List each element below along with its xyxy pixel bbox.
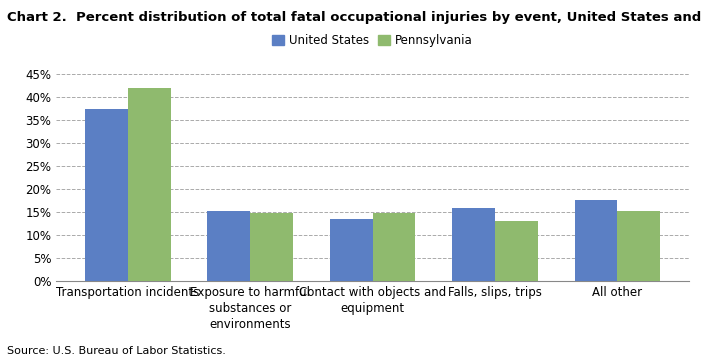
Bar <box>330 219 373 281</box>
Text: Chart 2.  Percent distribution of total fatal occupational injuries by event, Un: Chart 2. Percent distribution of total f… <box>7 11 703 24</box>
Legend: United States, Pennsylvania: United States, Pennsylvania <box>270 32 475 50</box>
Bar <box>207 211 250 281</box>
Bar <box>617 211 660 281</box>
Bar <box>452 208 495 281</box>
Bar <box>373 213 415 281</box>
Bar <box>250 213 293 281</box>
Bar <box>85 109 128 281</box>
Bar <box>128 88 171 281</box>
Bar <box>574 199 617 281</box>
Text: Source: U.S. Bureau of Labor Statistics.: Source: U.S. Bureau of Labor Statistics. <box>7 346 226 356</box>
Bar <box>495 221 538 281</box>
